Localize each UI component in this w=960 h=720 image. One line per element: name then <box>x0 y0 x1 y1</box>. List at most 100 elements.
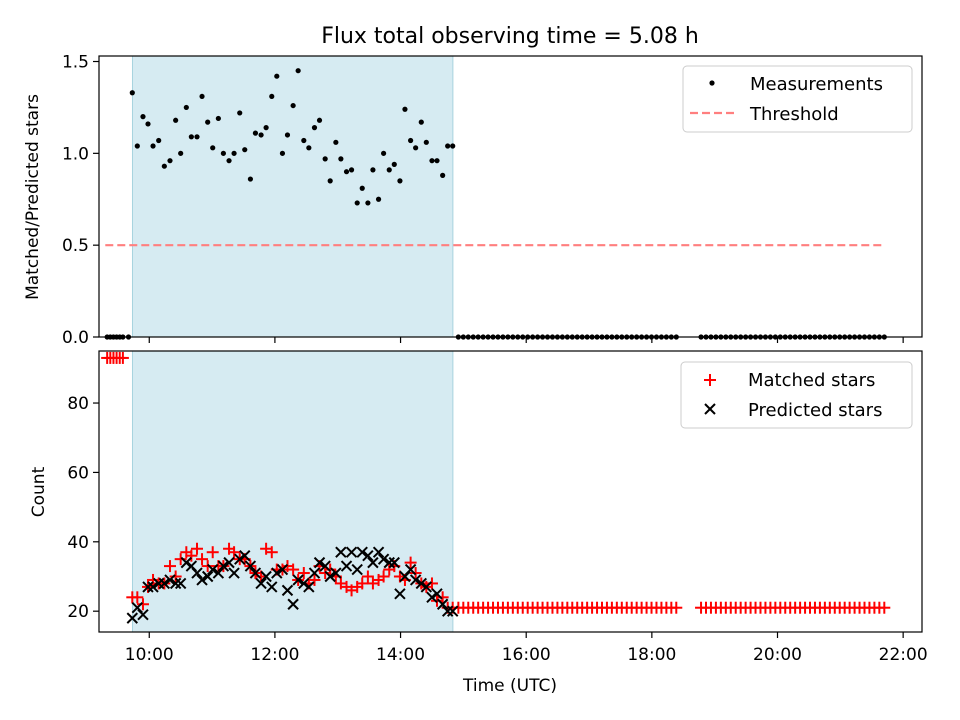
predicted-star-point <box>383 556 395 569</box>
bottom-shaded-interval <box>131 350 454 633</box>
matched-star-point <box>404 556 417 569</box>
measurement-point <box>327 178 333 184</box>
observing-window-shade <box>131 55 454 338</box>
measurement-point <box>220 150 226 156</box>
measurement-point <box>210 145 216 151</box>
bottom-x-axis: 10:00 12:00 14:00 16:00 18:00 20:00 22:00 <box>125 632 928 665</box>
matched-star-point <box>287 563 300 576</box>
predicted-star-point <box>158 577 171 590</box>
matched-star-point <box>201 560 214 573</box>
measurement-point <box>231 150 237 156</box>
measurement-point <box>418 119 424 125</box>
y-tick-label: 80 <box>67 394 89 414</box>
measurement-point <box>322 156 328 162</box>
legend-measurements-marker <box>709 80 715 86</box>
predicted-star-point <box>377 553 390 565</box>
predicted-star-point <box>271 567 283 579</box>
matched-star-point <box>136 598 149 611</box>
predicted-star-point <box>276 563 289 576</box>
measurement-point <box>434 158 440 164</box>
predicted-star-point <box>356 546 368 558</box>
legend-predicted-marker <box>704 403 716 415</box>
measurement-point <box>188 134 194 140</box>
predicted-star-point <box>169 577 182 590</box>
top-legend: Measurements Threshold <box>682 65 913 133</box>
measurement-point <box>402 106 408 112</box>
measurement-point <box>295 68 301 74</box>
measurement-point <box>375 196 382 202</box>
bottom-y-axis-label: Count <box>29 466 49 517</box>
predicted-star-point <box>388 556 400 569</box>
matched-star-point <box>361 570 374 583</box>
predicted-star-point <box>217 560 230 572</box>
predicted-star-point <box>142 581 154 593</box>
matched-star-point <box>297 567 310 580</box>
predicted-star-point <box>191 567 203 579</box>
predicted-star-point <box>446 605 459 617</box>
predicted-star-point <box>223 556 235 569</box>
matched-star-point <box>324 563 337 576</box>
matched-star-point <box>409 567 422 580</box>
predicted-star-point <box>340 560 353 572</box>
y-tick-label: 20 <box>67 602 89 622</box>
predicted-star-point <box>367 556 379 569</box>
predicted-star-point <box>260 570 272 583</box>
observing-window-shade <box>131 350 454 633</box>
measurement-point <box>333 139 339 145</box>
y-tick-label: 1.5 <box>62 53 89 73</box>
predicted-star-point <box>234 553 246 565</box>
legend-measurements-label: Measurements <box>750 74 883 95</box>
measurement-point <box>199 93 205 100</box>
matched-star-point <box>377 570 390 583</box>
matched-star-point <box>670 601 683 614</box>
matched-star-point <box>191 542 204 555</box>
bottom-legend: Matched stars Predicted stars <box>680 361 913 429</box>
matched-stars-series <box>101 351 891 614</box>
predicted-star-point <box>147 581 159 593</box>
predicted-star-point <box>324 570 336 583</box>
y-tick-label: 60 <box>67 463 89 483</box>
predicted-star-point <box>313 556 326 569</box>
measurement-point <box>445 143 451 149</box>
x-tick-label: 10:00 <box>125 645 174 665</box>
predicted-star-point <box>303 581 315 593</box>
measurement-point <box>359 185 365 191</box>
measurement-point <box>237 110 243 116</box>
predicted-star-point <box>201 570 214 583</box>
measurement-point <box>226 158 232 164</box>
bottom-panel: 20 40 60 80 10:00 12:00 14:00 16:00 18:00 20:00 2… <box>29 350 928 696</box>
measurement-point <box>247 176 254 182</box>
x-tick-label: 20:00 <box>753 645 802 665</box>
measurement-point <box>380 150 387 156</box>
legend-threshold-label: Threshold <box>749 104 839 125</box>
measurement-point <box>178 150 184 156</box>
matched-star-point <box>308 573 321 586</box>
measurement-point <box>354 200 360 206</box>
measurement-point <box>156 137 162 144</box>
predicted-star-point <box>426 591 438 604</box>
measurement-point <box>274 73 280 79</box>
y-tick-label: 1.0 <box>62 144 89 164</box>
measurement-point <box>391 161 397 167</box>
predicted-star-point <box>335 546 347 558</box>
matched-star-point <box>436 591 449 604</box>
predicted-star-point <box>287 598 299 610</box>
measurement-point <box>311 125 318 131</box>
predicted-star-point <box>308 567 321 579</box>
matched-star-point <box>878 601 891 614</box>
measurement-point <box>129 90 135 96</box>
measurement-point <box>343 169 350 175</box>
predicted-star-point <box>409 574 422 586</box>
measurement-point <box>450 143 456 149</box>
measurement-point <box>338 156 344 162</box>
measurement-point <box>279 150 286 156</box>
predicted-star-point <box>420 581 433 593</box>
measurement-point <box>348 167 355 173</box>
legend-matched-label: Matched stars <box>748 370 875 391</box>
top-y-axis-label: Matched/Predicted stars <box>23 94 43 300</box>
predicted-star-point <box>228 567 240 579</box>
x-tick-label: 16:00 <box>502 645 551 665</box>
measurement-point <box>242 147 248 153</box>
predicted-star-point <box>292 574 304 586</box>
